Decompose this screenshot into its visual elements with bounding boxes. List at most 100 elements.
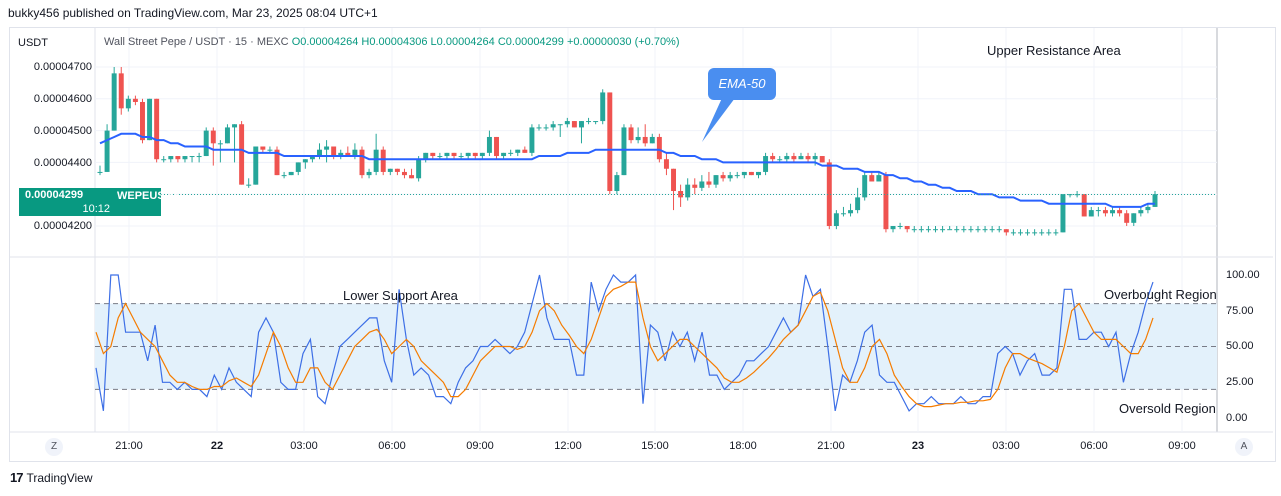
tradingview-logo[interactable]: 17 TradingView — [10, 470, 93, 485]
candle-body — [196, 156, 202, 158]
candle-body — [734, 175, 740, 177]
osc-tick: 0.00 — [1226, 412, 1248, 424]
time-tick-label: 03:00 — [290, 440, 318, 452]
candle-body — [281, 175, 287, 177]
candle-body — [862, 175, 868, 198]
candle-body — [1025, 232, 1031, 234]
candle-body — [430, 152, 436, 157]
candle-body — [451, 152, 457, 157]
candle-body — [239, 124, 245, 185]
candle-body — [1010, 232, 1016, 234]
candle-body — [706, 181, 712, 185]
candle-body — [798, 156, 804, 160]
candle-body — [777, 159, 783, 161]
candle-body — [649, 136, 655, 144]
candle-body — [224, 127, 230, 144]
candle-body — [118, 73, 124, 109]
ohlc-change: +0.00000030 (+0.70%) — [566, 36, 680, 48]
candle-body — [324, 146, 330, 150]
candle-body — [961, 229, 967, 231]
candle-body — [387, 168, 393, 172]
candle-body — [1039, 232, 1045, 234]
candle-body — [168, 156, 174, 160]
candle-body — [246, 184, 252, 186]
candle-body — [359, 149, 365, 176]
candle-body — [416, 159, 422, 179]
ohlc-high: H0.00004306 — [361, 36, 428, 48]
candle-body — [911, 229, 917, 231]
candle-body — [366, 171, 372, 176]
candle-body — [1046, 232, 1052, 234]
candle-body — [819, 156, 825, 163]
candle-body — [288, 171, 294, 176]
candle-body — [210, 130, 216, 144]
candle-body — [529, 127, 535, 153]
candle-body — [1102, 210, 1108, 214]
time-tick-label: 06:00 — [378, 440, 406, 452]
candle-body — [394, 168, 400, 172]
candle-body — [671, 168, 677, 192]
candle-body — [465, 152, 471, 157]
bar-countdown: 10:12 — [82, 203, 110, 215]
candle-body — [904, 226, 910, 230]
candle-body — [1145, 206, 1151, 211]
candle-body — [947, 229, 953, 231]
candle-body — [1088, 210, 1094, 217]
candle-body — [748, 171, 754, 176]
candle-body — [154, 98, 160, 160]
candle-body — [727, 175, 733, 179]
ohlc-low: L0.00004264 — [430, 36, 495, 48]
oversold-label: Oversold Region — [1119, 401, 1216, 416]
ema-50-line — [99, 132, 1155, 208]
candle-body — [1003, 229, 1009, 233]
candle-body — [147, 98, 153, 141]
candle-body — [940, 229, 946, 231]
candle-body — [571, 121, 577, 128]
time-tick-label: 18:00 — [729, 440, 757, 452]
candle-body — [1074, 194, 1080, 196]
candle-body — [925, 229, 931, 231]
candle-body — [1131, 213, 1137, 223]
candle-body — [486, 136, 492, 153]
candle-body — [189, 156, 195, 158]
candle-body — [409, 175, 415, 179]
osc-tick: 100.00 — [1226, 269, 1260, 281]
candle-body — [876, 175, 882, 182]
candle-body — [848, 210, 854, 214]
time-tick-label: 06:00 — [1080, 440, 1108, 452]
auto-scale-button[interactable]: A — [1235, 438, 1253, 456]
candle-body — [317, 149, 322, 157]
candle-body — [543, 127, 549, 129]
time-tick-label: 22 — [210, 440, 224, 452]
candle-body — [954, 229, 960, 231]
candle-body — [111, 73, 117, 131]
candle-body — [720, 175, 726, 179]
candle-body — [741, 171, 747, 176]
candle-body — [586, 121, 592, 123]
candle-body — [472, 152, 478, 157]
time-tick-label: 09:00 — [1168, 440, 1196, 452]
price-axis[interactable]: 0.00004700 0.00004600 0.00004500 0.00004… — [0, 0, 92, 250]
candle-body — [494, 136, 499, 157]
symbol-tag: WEPEUSDT — [117, 190, 180, 202]
candle-body — [444, 152, 450, 157]
candle-body — [536, 127, 542, 129]
ohlc-open: O0.00004264 — [291, 36, 359, 48]
candle-body — [140, 101, 145, 141]
candle-body — [401, 171, 407, 176]
candle-body — [161, 159, 167, 161]
zoom-reset-button[interactable]: Z — [45, 438, 63, 456]
symbol-line[interactable]: Wall Street Pepe / USDT · 15 · MEXC — [104, 36, 289, 48]
publish-info: bukky456 published on TradingView.com, M… — [8, 6, 378, 20]
candle-body — [1053, 232, 1059, 234]
candle-body — [840, 213, 846, 215]
candle-body — [635, 136, 641, 141]
time-tick-label: 21:00 — [817, 440, 845, 452]
candle-body — [232, 124, 238, 128]
candle-body — [663, 159, 669, 169]
last-price-tag: 0.00004299 10:12 WEPEUSDT — [19, 188, 179, 216]
tradingview-mark-icon: 17 — [10, 470, 24, 485]
candle-body — [380, 149, 386, 172]
osc-tick: 25.00 — [1226, 376, 1254, 388]
